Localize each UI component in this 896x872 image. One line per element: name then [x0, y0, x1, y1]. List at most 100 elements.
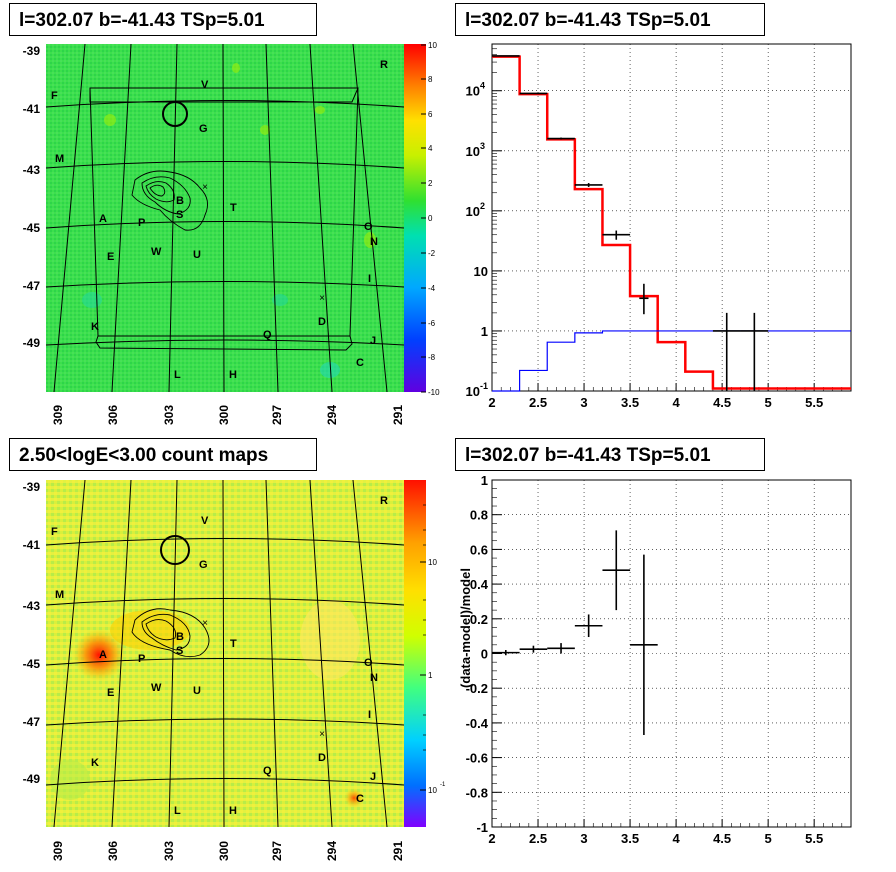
- source-label-t: T: [230, 202, 237, 214]
- lon-tick-label: 303: [162, 405, 176, 425]
- lat-tick-label: -41: [23, 538, 41, 552]
- y-tick-label: -0.6: [466, 751, 488, 766]
- colorbar-tick-label: -2: [428, 249, 436, 258]
- lon-tick-label: 291: [391, 405, 405, 425]
- source-c-hotspot: [344, 788, 364, 808]
- source-label-v: V: [201, 515, 209, 527]
- y-tick-label: 10: [466, 384, 480, 399]
- residual-cross-marker: ×: [319, 293, 325, 304]
- source-label-h: H: [229, 369, 237, 381]
- x-tick-label: 4: [672, 395, 680, 410]
- y-tick-label: 1: [481, 324, 488, 339]
- x-tick-label: 2.5: [529, 831, 547, 846]
- residuals-plot: 2 2.5 3 3.5 4 4.5 5 5.5 1 0.8 0.6 0.4 0.2 0 -0.2 -0.4 -0…: [458, 473, 852, 846]
- source-label-b: B: [176, 195, 184, 207]
- lon-tick-label: 297: [270, 841, 284, 861]
- residual-frame: [491, 479, 852, 828]
- top-left-title: l=302.07 b=-41.43 TSp=5.01: [9, 3, 317, 36]
- lon-tick-label: 309: [51, 841, 65, 861]
- source-label-m: M: [55, 589, 64, 601]
- colorbar-tick-label: 10: [428, 41, 437, 50]
- bottom-right-title: l=302.07 b=-41.43 TSp=5.01: [455, 438, 765, 471]
- lon-tick-label: 294: [325, 841, 339, 861]
- source-label-p: P: [138, 217, 145, 229]
- count-cross-marker-2: ×: [202, 618, 208, 629]
- source-label-d: D: [318, 316, 326, 328]
- y-tick-label: 0.6: [470, 542, 488, 557]
- source-label-k: K: [91, 757, 99, 769]
- spectrum-frame: [491, 43, 852, 392]
- source-label-i: I: [368, 273, 371, 285]
- y-tick-exponent: 4: [480, 81, 485, 91]
- colorbar-tick-label: 0: [428, 214, 433, 223]
- count-source-labels: R V F G M BS T A P ON E W U I D K Q JC L H: [51, 495, 388, 817]
- source-a-hotspot: [73, 629, 125, 681]
- source-label-v: V: [201, 79, 209, 91]
- source-label-i: I: [368, 709, 371, 721]
- colorbar-tick-label: -6: [428, 319, 436, 328]
- y-tick-label: 10: [466, 204, 480, 219]
- source-label-o: O: [364, 221, 373, 233]
- y-axis-label: (data-model)/model: [458, 568, 473, 688]
- y-tick-label: 10: [474, 264, 488, 279]
- lat-tick-label: -43: [23, 163, 41, 177]
- y-tick-label: 10: [466, 84, 480, 99]
- source-label-f: F: [51, 526, 58, 538]
- residual-source-labels: R V F G M BS T A P ON E W U I D K Q JC L H: [51, 59, 388, 381]
- source-label-n: N: [370, 672, 378, 684]
- lon-tick-label: 291: [391, 841, 405, 861]
- colorbar-tick-label: 10: [428, 558, 437, 567]
- x-tick-label: 5: [765, 395, 772, 410]
- lon-tick-label: 294: [325, 405, 339, 425]
- residual-lat-ticks: -39 -41 -43 -45 -47 -49: [23, 44, 41, 350]
- source-label-g: G: [199, 123, 208, 135]
- source-label-m: M: [55, 153, 64, 165]
- colorbar-exponent-label: -1: [440, 782, 446, 788]
- x-tick-label: 4: [672, 831, 680, 846]
- y-tick-exponent: 2: [480, 201, 485, 211]
- lon-tick-label: 300: [217, 405, 231, 425]
- residual-contours: [131, 170, 209, 231]
- colorbar-tick-label: 6: [428, 110, 433, 119]
- source-label-g: G: [199, 559, 208, 571]
- lat-tick-label: -49: [23, 336, 41, 350]
- lat-tick-label: -45: [23, 221, 41, 235]
- source-label-b: B: [176, 631, 184, 643]
- lat-tick-label: -39: [23, 480, 41, 494]
- x-tick-label: 5: [765, 831, 772, 846]
- source-label-e: E: [107, 251, 114, 263]
- source-label-e: E: [107, 687, 114, 699]
- residual-colorbar-ticks: 10 8 6 4 2 0 -2 -4 -6 -8 -10: [421, 41, 440, 397]
- x-tick-label: 4.5: [713, 395, 731, 410]
- colorbar-tick-label: 1: [428, 671, 433, 680]
- source-label-d: D: [318, 752, 326, 764]
- colorbar-tick-label: 10: [428, 786, 437, 795]
- lat-tick-label: -47: [23, 715, 41, 729]
- x-tick-label: 5.5: [805, 395, 823, 410]
- lon-tick-label: 309: [51, 405, 65, 425]
- source-label-s: S: [176, 209, 183, 221]
- source-label-c: C: [356, 357, 364, 369]
- source-label-a: A: [99, 649, 107, 661]
- residual-colorbar: [404, 44, 426, 392]
- source-label-k: K: [91, 321, 99, 333]
- x-tick-label: 2: [488, 831, 495, 846]
- y-tick-label: -0.2: [466, 681, 488, 696]
- lon-tick-label: 297: [270, 405, 284, 425]
- x-tick-label: 3: [580, 831, 587, 846]
- count-cross-marker: ×: [319, 729, 325, 740]
- lat-tick-label: -43: [23, 599, 41, 613]
- source-label-h: H: [229, 805, 237, 817]
- source-label-u: U: [193, 249, 201, 261]
- x-tick-label: 3.5: [621, 395, 639, 410]
- colorbar-tick-label: -4: [428, 284, 436, 293]
- lat-tick-label: -39: [23, 44, 41, 58]
- source-label-r: R: [380, 59, 388, 71]
- source-label-p: P: [138, 653, 145, 665]
- y-tick-label: 0: [481, 647, 488, 662]
- source-label-w: W: [151, 246, 162, 258]
- colorbar-tick-label: 2: [428, 179, 433, 188]
- y-tick-label: 0.8: [470, 508, 488, 523]
